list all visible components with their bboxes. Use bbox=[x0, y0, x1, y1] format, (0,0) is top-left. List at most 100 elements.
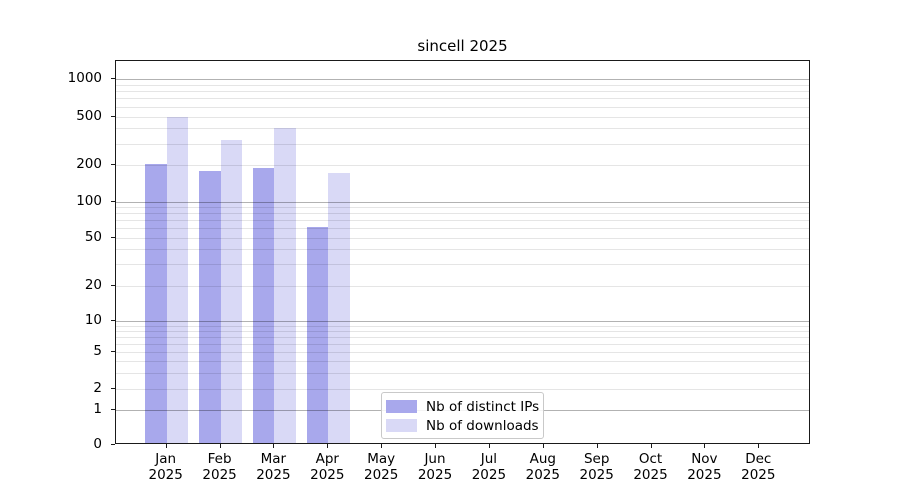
gridline-90 bbox=[116, 207, 809, 208]
grid-layer bbox=[116, 61, 809, 443]
gridline-20 bbox=[116, 285, 809, 287]
gridline-400 bbox=[116, 128, 809, 130]
x-tick-mark-nov bbox=[704, 444, 706, 448]
x-tick-label-month: Jan bbox=[155, 451, 177, 467]
x-tick-label-jun: Jun 2025 bbox=[393, 451, 477, 483]
x-tick-label-year: 2025 bbox=[310, 466, 345, 483]
x-tick-mark-feb bbox=[219, 444, 221, 448]
y-tick-mark-50 bbox=[111, 236, 115, 238]
gridline-50 bbox=[116, 237, 809, 239]
x-tick-label-sep: Sep 2025 bbox=[555, 451, 639, 483]
y-tick-mark-200 bbox=[111, 164, 115, 165]
y-tick-mark-100 bbox=[111, 200, 115, 202]
gridline-2 bbox=[116, 388, 809, 390]
gridline-9 bbox=[116, 325, 809, 327]
gridline-3 bbox=[116, 372, 809, 374]
x-tick-label-year: 2025 bbox=[633, 466, 668, 483]
x-tick-label-feb: Feb 2025 bbox=[178, 451, 262, 483]
legend-label: Nb of distinct IPs bbox=[426, 398, 540, 415]
gridline-7 bbox=[116, 337, 809, 338]
bar-nb-of-downloads-apr bbox=[328, 172, 350, 443]
gridline-900 bbox=[116, 84, 809, 86]
x-tick-label-jul: Jul 2025 bbox=[447, 451, 531, 483]
gridline-100 bbox=[116, 201, 809, 203]
y-tick-mark-2 bbox=[111, 387, 115, 389]
gridline-5 bbox=[116, 352, 809, 353]
gridline-700 bbox=[116, 98, 809, 100]
y-tick-mark-5 bbox=[111, 351, 115, 352]
y-tick-label-100: 100 bbox=[76, 192, 102, 209]
y-tick-mark-1000 bbox=[111, 78, 115, 79]
y-tick-mark-1 bbox=[111, 409, 115, 411]
bar-nb-of-downloads-jan bbox=[166, 117, 189, 443]
legend-label: Nb of downloads bbox=[426, 417, 539, 434]
gridline-10 bbox=[116, 321, 809, 322]
x-tick-label-dec: Dec 2025 bbox=[716, 451, 800, 483]
gridline-600 bbox=[116, 106, 809, 108]
x-tick-label-month: Feb bbox=[207, 451, 232, 467]
gridline-200 bbox=[116, 165, 809, 166]
gridline-300 bbox=[116, 143, 809, 145]
y-tick-mark-0 bbox=[111, 444, 115, 445]
gridline-70 bbox=[116, 220, 809, 221]
bars-layer bbox=[116, 61, 809, 443]
legend-item-nb-of-distinct-ips: Nb of distinct IPs bbox=[386, 397, 540, 416]
x-tick-label-may: May 2025 bbox=[339, 451, 423, 483]
x-tick-label-year: 2025 bbox=[256, 466, 291, 483]
gridline-8 bbox=[116, 331, 809, 332]
x-tick-label-month: Aug bbox=[529, 451, 556, 467]
gridline-40 bbox=[116, 249, 809, 251]
bar-nb-of-distinct-ips-apr bbox=[306, 226, 329, 443]
x-tick-mark-mar bbox=[273, 444, 275, 448]
x-tick-label-oct: Oct 2025 bbox=[609, 451, 693, 483]
y-tick-label-10: 10 bbox=[84, 312, 102, 328]
bar-nb-of-downloads-mar bbox=[274, 127, 296, 443]
legend-swatch-nb-of-downloads bbox=[386, 419, 417, 432]
plot-area: Nb of distinct IPs Nb of downloads bbox=[115, 60, 810, 444]
x-tick-mark-sep bbox=[596, 444, 598, 448]
x-tick-label-year: 2025 bbox=[579, 466, 614, 483]
x-tick-label-month: Jul bbox=[480, 451, 498, 467]
x-tick-mark-oct bbox=[650, 444, 652, 448]
x-tick-label-jan: Jan 2025 bbox=[124, 451, 208, 483]
gridline-6 bbox=[116, 343, 809, 345]
y-tick-label-2: 2 bbox=[93, 379, 102, 396]
y-tick-mark-10 bbox=[111, 320, 115, 321]
legend: Nb of distinct IPs Nb of downloads bbox=[381, 392, 544, 439]
y-tick-label-1000: 1000 bbox=[67, 70, 102, 86]
x-tick-label-month: Sep bbox=[583, 451, 610, 467]
y-tick-label-0: 0 bbox=[93, 436, 102, 452]
x-tick-label-month: Mar bbox=[260, 451, 287, 467]
gridline-800 bbox=[116, 91, 809, 93]
x-tick-mark-aug bbox=[542, 444, 544, 448]
bar-nb-of-distinct-ips-jan bbox=[145, 163, 167, 443]
gridline-4 bbox=[116, 360, 809, 362]
x-tick-label-year: 2025 bbox=[471, 466, 507, 483]
gridline-30 bbox=[116, 264, 809, 266]
x-tick-label-year: 2025 bbox=[364, 466, 399, 483]
x-tick-label-month: Apr bbox=[315, 451, 339, 467]
x-tick-label-nov: Nov 2025 bbox=[662, 451, 746, 483]
x-tick-mark-jan bbox=[165, 444, 167, 448]
x-tick-mark-may bbox=[381, 444, 383, 448]
x-tick-label-year: 2025 bbox=[202, 466, 237, 483]
x-tick-label-year: 2025 bbox=[417, 466, 453, 483]
gridline-60 bbox=[116, 228, 809, 229]
x-tick-label-mar: Mar 2025 bbox=[231, 451, 315, 483]
gridline-1000 bbox=[116, 79, 809, 80]
x-tick-mark-jun bbox=[435, 444, 436, 448]
y-tick-label-500: 500 bbox=[76, 107, 102, 124]
x-tick-label-month: Nov bbox=[691, 451, 718, 467]
y-tick-label-5: 5 bbox=[93, 343, 102, 359]
gridline-80 bbox=[116, 213, 809, 215]
y-tick-label-50: 50 bbox=[84, 228, 102, 245]
x-tick-mark-jul bbox=[488, 444, 490, 448]
x-tick-label-month: Jun bbox=[424, 451, 446, 467]
x-tick-label-month: Oct bbox=[638, 451, 663, 467]
bar-nb-of-distinct-ips-mar bbox=[252, 167, 275, 443]
x-tick-mark-dec bbox=[758, 444, 760, 448]
gridline-500 bbox=[116, 116, 809, 118]
x-tick-label-month: May bbox=[367, 451, 396, 467]
y-tick-label-200: 200 bbox=[76, 156, 102, 172]
